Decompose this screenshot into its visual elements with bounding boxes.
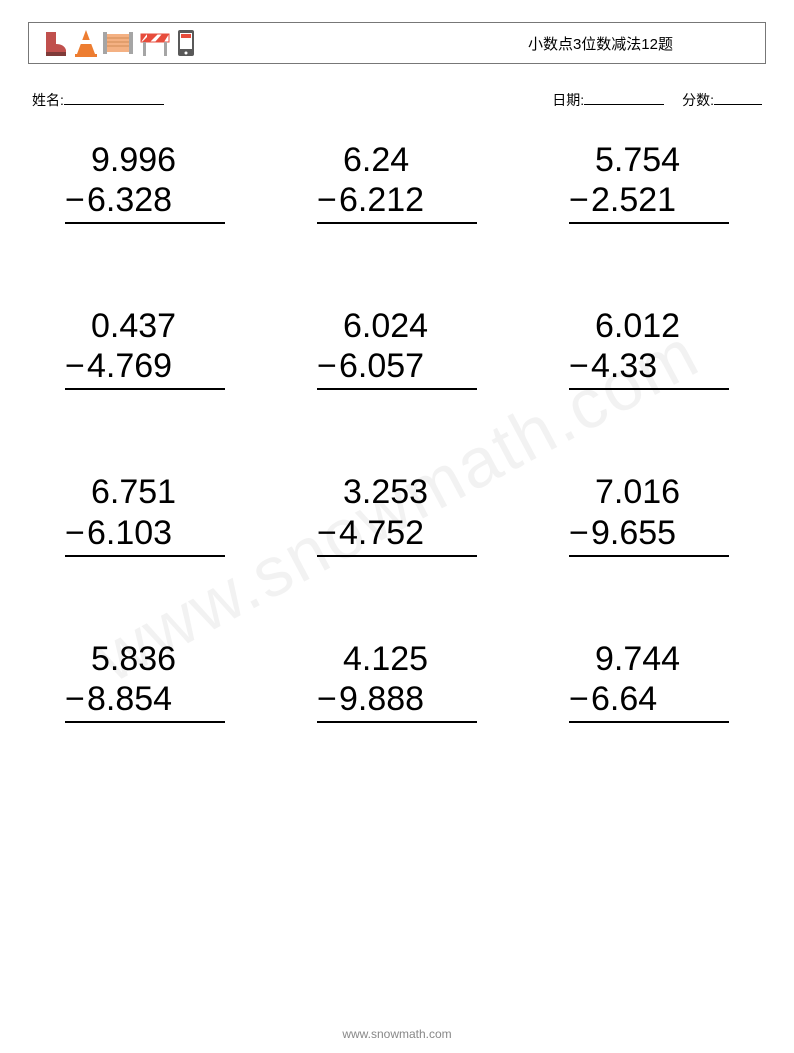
- problem-6: 6.012−4.33: [569, 306, 729, 390]
- minuend: 6.24: [317, 140, 477, 180]
- operator: −: [569, 679, 591, 719]
- problem-5: 6.024−6.057: [317, 306, 477, 390]
- name-blank[interactable]: [64, 90, 164, 105]
- operator: −: [569, 180, 591, 220]
- subtrahend-row: −6.057: [317, 346, 477, 390]
- problem-3: 5.754−2.521: [569, 140, 729, 224]
- subtrahend: 6.64: [591, 679, 657, 719]
- name-label: 姓名:: [32, 90, 64, 110]
- minuend: 0.437: [65, 306, 225, 346]
- footer-url: www.snowmath.com: [0, 1027, 794, 1041]
- problem-10: 5.836−8.854: [65, 639, 225, 723]
- date-blank[interactable]: [584, 90, 664, 105]
- subtrahend: 6.328: [87, 180, 172, 220]
- subtrahend: 9.655: [591, 513, 676, 553]
- subtrahend: 4.33: [591, 346, 657, 386]
- subtrahend-row: −6.64: [569, 679, 729, 723]
- operator: −: [569, 513, 591, 553]
- subtrahend-row: −4.769: [65, 346, 225, 390]
- subtrahend: 2.521: [591, 180, 676, 220]
- subtrahend-row: −9.888: [317, 679, 477, 723]
- minuend: 4.125: [317, 639, 477, 679]
- minuend: 5.836: [65, 639, 225, 679]
- operator: −: [317, 679, 339, 719]
- barrier-icon: [137, 28, 173, 58]
- operator: −: [317, 513, 339, 553]
- problem-11: 4.125−9.888: [317, 639, 477, 723]
- operator: −: [65, 679, 87, 719]
- minuend: 7.016: [569, 472, 729, 512]
- problem-4: 0.437−4.769: [65, 306, 225, 390]
- subtrahend-row: −4.33: [569, 346, 729, 390]
- subtrahend: 6.212: [339, 180, 424, 220]
- date-label: 日期:: [552, 90, 584, 110]
- minuend: 9.744: [569, 639, 729, 679]
- operator: −: [65, 513, 87, 553]
- worksheet-title: 小数点3位数减法12题: [528, 33, 673, 54]
- subtrahend: 6.057: [339, 346, 424, 386]
- subtrahend: 6.103: [87, 513, 172, 553]
- problem-7: 6.751−6.103: [65, 472, 225, 556]
- subtrahend: 9.888: [339, 679, 424, 719]
- operator: −: [569, 346, 591, 386]
- subtrahend-row: −9.655: [569, 513, 729, 557]
- subtrahend: 4.769: [87, 346, 172, 386]
- problem-1: 9.996−6.328: [65, 140, 225, 224]
- subtrahend-row: −6.212: [317, 180, 477, 224]
- subtrahend-row: −8.854: [65, 679, 225, 723]
- score-blank[interactable]: [714, 90, 762, 105]
- operator: −: [317, 346, 339, 386]
- minuend: 9.996: [65, 140, 225, 180]
- minuend: 6.024: [317, 306, 477, 346]
- subtrahend: 8.854: [87, 679, 172, 719]
- subtrahend-row: −6.328: [65, 180, 225, 224]
- problem-12: 9.744−6.64: [569, 639, 729, 723]
- operator: −: [65, 346, 87, 386]
- cone-icon: [73, 28, 99, 58]
- subtrahend-row: −4.752: [317, 513, 477, 557]
- score-label: 分数:: [682, 90, 714, 110]
- subtrahend-row: −2.521: [569, 180, 729, 224]
- operator: −: [317, 180, 339, 220]
- problem-9: 7.016−9.655: [569, 472, 729, 556]
- hose-icon: [101, 28, 135, 58]
- operator: −: [65, 180, 87, 220]
- minuend: 3.253: [317, 472, 477, 512]
- minuend: 6.751: [65, 472, 225, 512]
- info-row: 姓名: 日期: 分数:: [28, 90, 766, 110]
- problem-grid: 9.996−6.3286.24−6.2125.754−2.5210.437−4.…: [28, 140, 766, 723]
- problem-8: 3.253−4.752: [317, 472, 477, 556]
- header-box: 小数点3位数减法12题: [28, 22, 766, 64]
- minuend: 6.012: [569, 306, 729, 346]
- problem-2: 6.24−6.212: [317, 140, 477, 224]
- phone-icon: [175, 28, 197, 58]
- subtrahend: 4.752: [339, 513, 424, 553]
- boot-icon: [41, 28, 71, 58]
- icon-row: [41, 28, 197, 58]
- subtrahend-row: −6.103: [65, 513, 225, 557]
- minuend: 5.754: [569, 140, 729, 180]
